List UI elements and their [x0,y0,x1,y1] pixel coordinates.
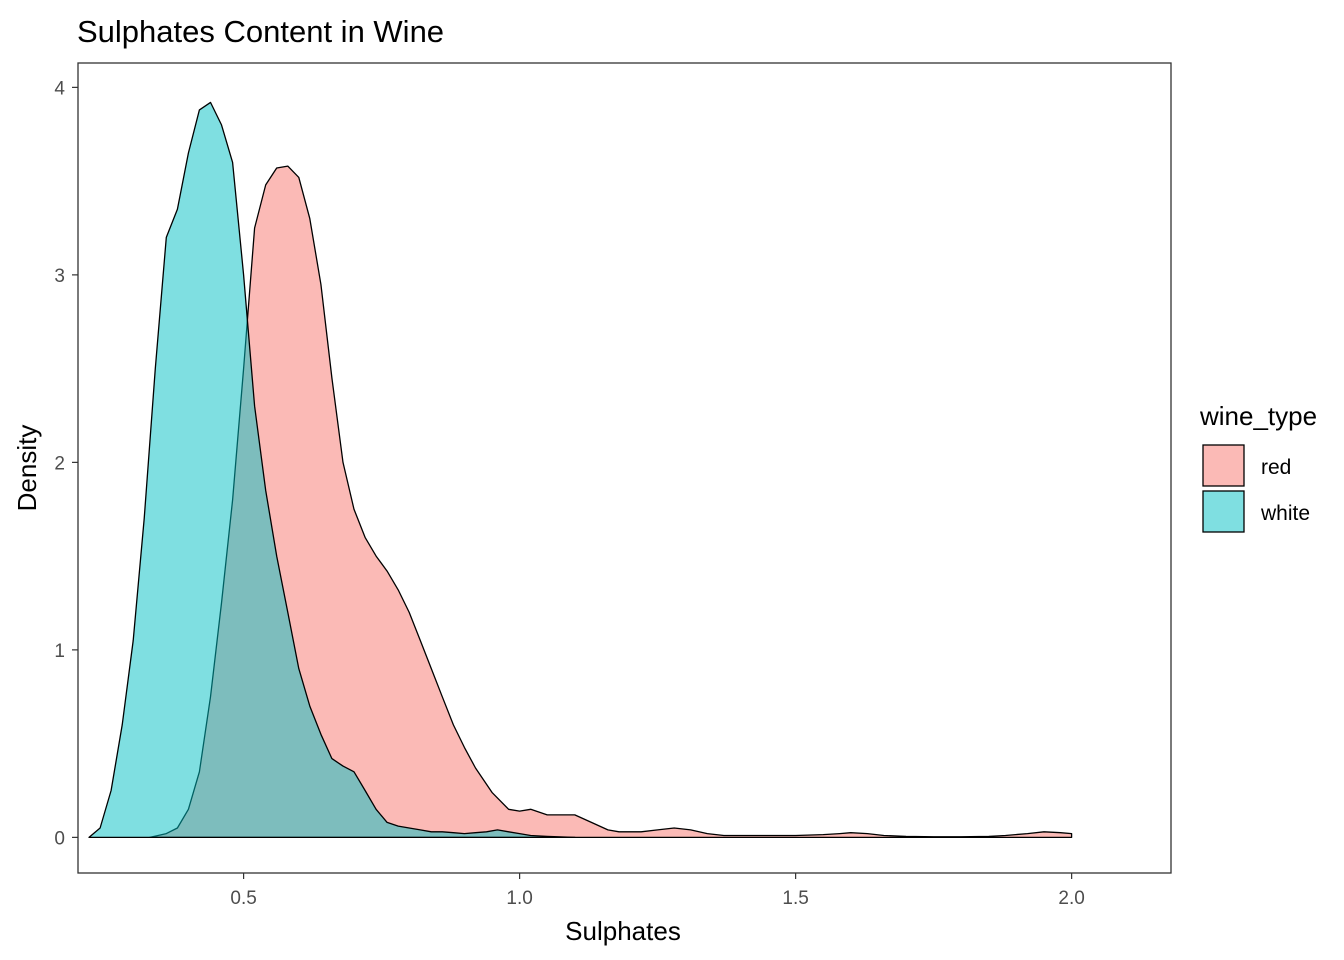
density-area-white [88,101,576,839]
x-tick-label: 2.0 [1058,888,1084,909]
y-tick-label: 3 [54,266,65,287]
legend-title: wine_type [1199,401,1317,431]
legend-label-white: white [1260,502,1310,525]
x-axis-title: Sulphates [565,916,681,946]
y-tick-label: 1 [54,641,65,662]
density-area-red [149,165,1073,839]
x-axis: 0.5 1.0 1.5 2.0 [230,873,1085,909]
y-tick-label: 4 [54,78,65,99]
y-axis-title: Density [12,425,42,512]
chart-title: Sulphates Content in Wine [77,14,444,49]
y-axis: 0 1 2 3 4 [54,78,78,849]
legend-key-white [1202,490,1245,533]
plot-panel-border [77,62,1172,874]
legend-key-red [1202,444,1245,487]
x-tick-label: 1.5 [782,888,808,909]
x-tick-label: 0.5 [230,888,256,909]
x-tick-label: 1.0 [506,888,532,909]
y-tick-label: 2 [54,453,65,474]
legend: wine_type red white [1199,401,1317,533]
y-tick-label: 0 [54,828,65,849]
legend-label-red: red [1261,456,1291,479]
density-areas [88,101,1073,839]
